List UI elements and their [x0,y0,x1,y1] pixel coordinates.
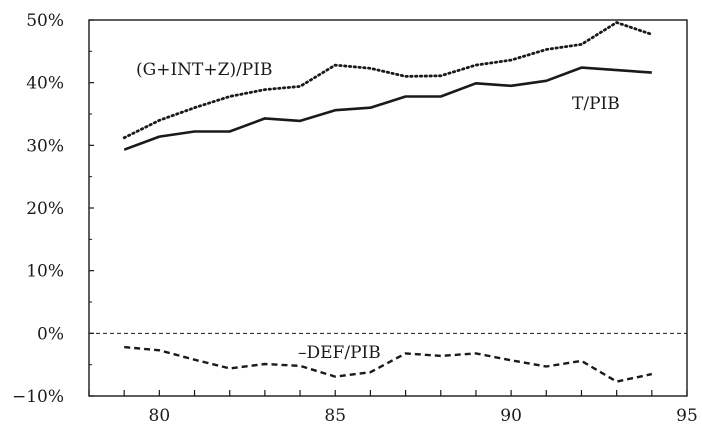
y-tick-label: 30% [26,136,64,156]
y-tick-label: 0% [37,324,64,344]
series-labels: (G+INT+Z)/PIB T/PIB –DEF/PIB [136,60,620,363]
x-tick-label: 80 [149,406,171,426]
y-tick-label: 10% [26,262,64,282]
series-line-dotted [122,21,654,140]
x-tick-label: 90 [500,406,522,426]
series-lines [122,21,654,383]
x-tick-label: 85 [324,406,346,426]
x-tick-label: 95 [676,406,698,426]
y-tick-label: −10% [12,387,64,407]
y-tick-label: 50% [26,11,64,31]
y-tick-label: 40% [26,74,64,94]
y-tick-label: 20% [26,199,64,219]
axis-tick-labels: −10% 0% 10% 20% 30% 40% 50% 80 85 90 95 [12,11,698,426]
series-label-dotted: (G+INT+Z)/PIB [136,60,272,80]
series-line-dashed [124,345,653,383]
series-line-solid [123,66,652,151]
series-label-dashed: –DEF/PIB [298,343,381,363]
series-label-solid: T/PIB [572,94,620,114]
axis-ticks [88,19,688,397]
